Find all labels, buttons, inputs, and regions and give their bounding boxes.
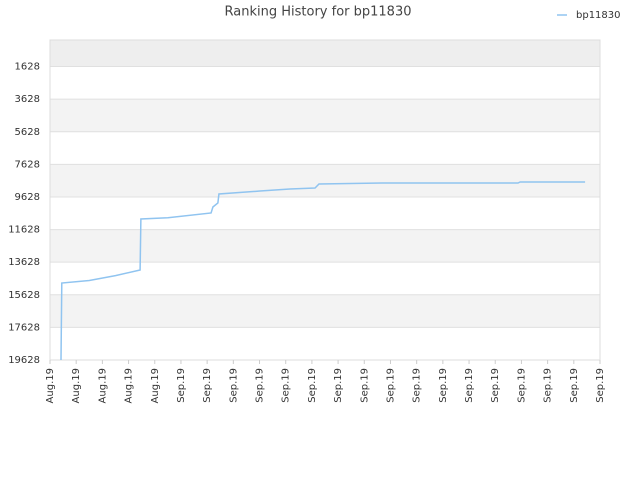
y-tick-label: 15628 (8, 290, 40, 301)
band (50, 66, 600, 100)
y-tick-label: 3628 (15, 94, 40, 105)
line (60, 181, 586, 361)
x-tick-label: Sep.19 (255, 368, 266, 403)
x-tick-label: Sep.19 (464, 368, 475, 403)
legend-label: bp11830 (576, 10, 621, 21)
band (50, 262, 600, 295)
band (50, 196, 600, 230)
plot-border (49, 39, 601, 361)
x-tick-label: Sep.19 (333, 368, 344, 403)
x-tick-label: Sep.19 (176, 368, 187, 403)
x-tick-label: Sep.19 (412, 368, 423, 403)
band (50, 40, 600, 67)
x-tick-label: Sep.19 (595, 368, 606, 403)
y-tick-label: 19628 (8, 355, 40, 366)
x-tick-label: Sep.19 (228, 368, 239, 403)
y-tick-label: 1628 (15, 62, 40, 73)
band (50, 164, 600, 197)
x-tick-label: Sep.19 (281, 368, 292, 403)
x-tick-label: Aug.19 (45, 368, 56, 403)
x-tick-label: Sep.19 (359, 368, 370, 403)
x-tick-label: Sep.19 (543, 368, 554, 403)
y-tick-label: 7628 (15, 159, 40, 170)
x-tick-label: Sep.19 (385, 368, 396, 403)
y-tick-label: 17628 (8, 322, 40, 333)
x-tick-label: Sep.19 (516, 368, 527, 403)
x-tick-label: Sep.19 (438, 368, 449, 403)
x-tick-label: Aug.19 (124, 368, 135, 403)
band (50, 229, 600, 263)
y-tick-label: 11628 (8, 225, 40, 236)
x-tick-label: Sep.19 (490, 368, 501, 403)
y-tick-label: 9628 (15, 192, 40, 203)
x-tick-label: Aug.19 (150, 368, 161, 403)
x-tick-label: Sep.19 (307, 368, 318, 403)
band (50, 294, 600, 328)
band (50, 99, 600, 132)
band (50, 327, 600, 360)
x-tick-label: Aug.19 (71, 368, 82, 403)
x-tick-label: Aug.19 (97, 368, 108, 403)
y-tick-label: 5628 (15, 127, 40, 138)
chart-title: Ranking History for bp11830 (225, 5, 412, 20)
x-tick-label: Sep.19 (202, 368, 213, 403)
band (50, 131, 600, 165)
x-tick-label: Sep.19 (569, 368, 580, 403)
y-tick-label: 13628 (8, 257, 40, 268)
